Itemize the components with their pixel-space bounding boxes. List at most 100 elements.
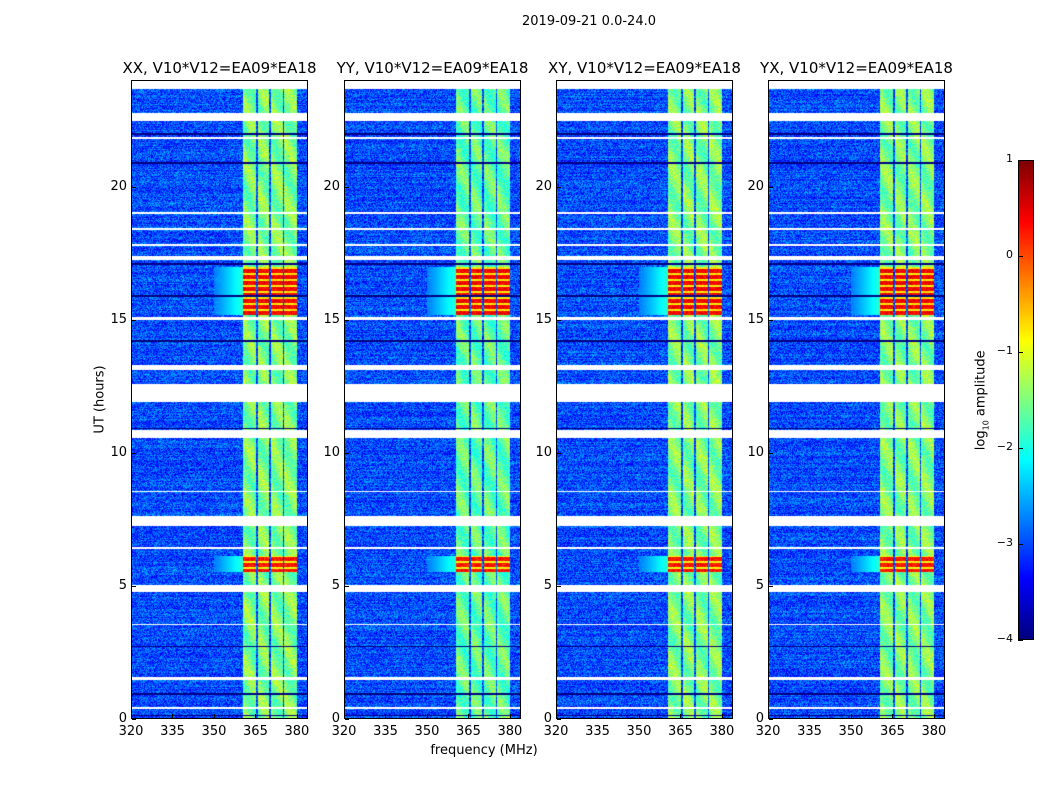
y-tick-mark — [557, 585, 561, 587]
x-tick-label: 380 — [709, 724, 735, 739]
y-tick-label: 5 — [543, 577, 552, 593]
colorbar-tick-mark — [1018, 352, 1023, 353]
x-tick-mark — [344, 714, 345, 718]
x-tick-label: 335 — [585, 724, 610, 739]
y-tick-mark — [557, 186, 561, 188]
x-tick-mark — [213, 714, 215, 718]
y-tick-label: 20 — [323, 178, 340, 194]
x-tick-mark — [385, 714, 387, 718]
colorbar-tick-mark — [1018, 256, 1023, 257]
y-tick-label: 0 — [755, 711, 764, 726]
x-tick-label: 335 — [797, 724, 822, 739]
y-tick-label: 10 — [110, 444, 127, 460]
y-tick-label: 5 — [118, 577, 127, 593]
y-tick-label: 5 — [331, 577, 340, 593]
y-tick-mark — [557, 452, 561, 454]
y-tick-mark — [132, 186, 136, 188]
y-tick-mark — [345, 452, 349, 454]
y-tick-label: 5 — [755, 577, 764, 593]
y-tick-label: 0 — [118, 711, 127, 726]
waterfall-panel — [131, 80, 308, 719]
waterfall-heatmap — [769, 81, 944, 718]
x-tick-label: 365 — [243, 724, 268, 739]
colorbar-tick-mark — [1018, 160, 1023, 161]
colorbar-tick-label: −1 — [996, 344, 1013, 357]
x-tick-label: 365 — [880, 724, 905, 739]
panel-title: YY, V10*V12=EA09*EA18 — [336, 59, 529, 77]
x-tick-label: 350 — [626, 724, 652, 739]
x-tick-mark — [172, 714, 174, 718]
colorbar-tick-label: 1 — [1006, 152, 1013, 165]
x-tick-label: 365 — [456, 724, 481, 739]
y-tick-label: 15 — [535, 311, 552, 327]
y-tick-label: 0 — [331, 711, 340, 726]
y-tick-label: 0 — [543, 711, 552, 726]
y-tick-mark — [345, 186, 349, 188]
y-tick-label: 10 — [535, 444, 552, 460]
figure-title: 2019-09-21 0.0-24.0 — [522, 14, 656, 29]
x-tick-mark — [131, 714, 132, 718]
y-tick-mark — [769, 452, 773, 454]
x-tick-mark — [255, 714, 257, 718]
panel-title: XY, V10*V12=EA09*EA18 — [548, 59, 741, 77]
y-tick-mark — [769, 585, 773, 587]
y-tick-mark — [769, 319, 773, 321]
x-tick-mark — [721, 714, 723, 718]
y-tick-mark — [769, 186, 773, 188]
y-tick-label: 20 — [747, 178, 764, 194]
x-tick-label: 320 — [118, 724, 144, 739]
x-axis-label: frequency (MHz) — [430, 743, 538, 758]
x-tick-label: 320 — [331, 724, 357, 739]
panel-title: YX, V10*V12=EA09*EA18 — [760, 59, 953, 77]
panel-title: XX, V10*V12=EA09*EA18 — [122, 59, 317, 77]
x-tick-mark — [809, 714, 811, 718]
x-tick-label: 335 — [160, 724, 185, 739]
y-tick-mark — [557, 319, 561, 321]
x-tick-mark — [933, 714, 935, 718]
colorbar-tick-label: −4 — [996, 632, 1013, 645]
y-tick-label: 10 — [323, 444, 340, 460]
colorbar-tick-mark — [1018, 640, 1023, 641]
y-tick-mark — [132, 452, 136, 454]
x-tick-mark — [597, 714, 599, 718]
y-tick-mark — [132, 319, 136, 321]
y-tick-label: 20 — [110, 178, 127, 194]
colorbar-tick-label: 0 — [1006, 248, 1013, 261]
x-tick-mark — [638, 714, 640, 718]
colorbar-tick-label: −2 — [996, 440, 1013, 453]
x-tick-mark — [556, 714, 557, 718]
x-tick-mark — [509, 714, 511, 718]
colorbar-tick-label: −3 — [996, 536, 1013, 549]
waterfall-heatmap — [132, 81, 307, 718]
x-tick-label: 350 — [838, 724, 864, 739]
y-tick-mark — [345, 585, 349, 587]
waterfall-panel — [556, 80, 733, 719]
x-tick-label: 320 — [543, 724, 569, 739]
y-tick-label: 10 — [747, 444, 764, 460]
y-tick-label: 15 — [747, 311, 764, 327]
x-tick-label: 335 — [373, 724, 398, 739]
y-tick-mark — [132, 719, 136, 720]
colorbar-tick-mark — [1018, 544, 1023, 545]
colorbar — [1018, 160, 1034, 640]
x-tick-mark — [768, 714, 769, 718]
colorbar-tick-mark — [1018, 448, 1023, 449]
x-tick-mark — [426, 714, 428, 718]
y-tick-label: 15 — [323, 311, 340, 327]
y-axis-label: UT (hours) — [92, 365, 108, 434]
x-tick-label: 350 — [201, 724, 227, 739]
waterfall-heatmap — [345, 81, 520, 718]
x-tick-label: 380 — [921, 724, 947, 739]
y-tick-mark — [345, 319, 349, 321]
y-tick-mark — [132, 585, 136, 587]
x-tick-label: 320 — [755, 724, 781, 739]
x-tick-mark — [850, 714, 852, 718]
x-tick-label: 380 — [497, 724, 523, 739]
waterfall-panel — [768, 80, 945, 719]
x-tick-label: 380 — [284, 724, 310, 739]
x-tick-mark — [892, 714, 894, 718]
waterfall-panel — [344, 80, 521, 719]
waterfall-heatmap — [557, 81, 732, 718]
x-tick-mark — [296, 714, 298, 718]
